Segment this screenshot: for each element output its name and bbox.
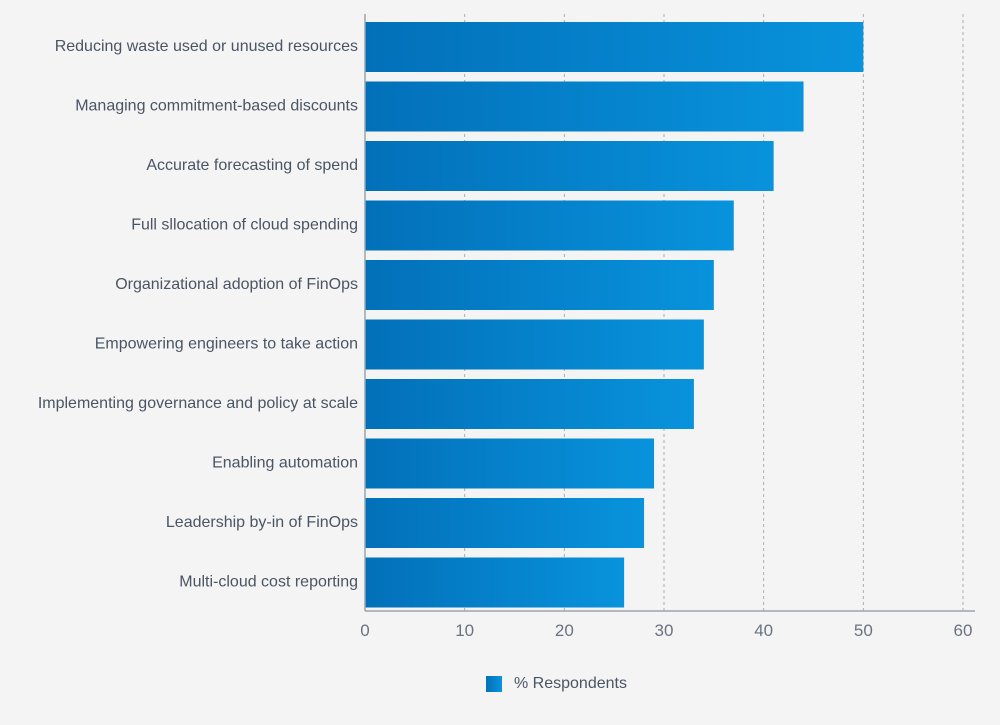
- x-tick-label: 0: [360, 621, 369, 640]
- category-label: Empowering engineers to take action: [95, 336, 358, 353]
- x-tick-label: 10: [455, 621, 474, 640]
- x-tick-label: 40: [754, 621, 773, 640]
- x-axis: 0 10 20 30 40 50 60: [360, 14, 975, 640]
- x-tick-label: 50: [854, 621, 873, 640]
- x-tick-label: 20: [555, 621, 574, 640]
- category-label: Reducing waste used or unused resources: [55, 38, 358, 55]
- bar[interactable]: [365, 319, 704, 370]
- legend-label: % Respondents: [514, 675, 627, 692]
- bar[interactable]: [365, 141, 774, 191]
- bar[interactable]: [365, 438, 655, 489]
- category-label: Accurate forecasting of spend: [146, 157, 358, 174]
- category-label: Organizational adoption of FinOps: [115, 276, 358, 293]
- bars: [365, 22, 864, 608]
- legend-swatch: [486, 676, 502, 692]
- bar[interactable]: [365, 498, 645, 548]
- x-tick-label: 30: [655, 621, 674, 640]
- bar[interactable]: [365, 22, 864, 72]
- category-label: Enabling automation: [212, 455, 358, 472]
- category-label: Implementing governance and policy at sc…: [38, 395, 358, 412]
- category-label: Managing commitment-based discounts: [75, 98, 358, 115]
- category-label: Full sllocation of cloud spending: [131, 217, 358, 234]
- bar[interactable]: [365, 379, 694, 429]
- bar[interactable]: [365, 81, 804, 132]
- bar[interactable]: [365, 260, 714, 310]
- legend[interactable]: % Respondents: [486, 674, 627, 694]
- category-label: Multi-cloud cost reporting: [179, 574, 358, 591]
- bar[interactable]: [365, 200, 734, 251]
- category-label: Leadership by-in of FinOps: [166, 514, 358, 531]
- category-labels: Reducing waste used or unused resources M…: [38, 38, 358, 591]
- x-tick-label: 60: [954, 621, 973, 640]
- bar[interactable]: [365, 557, 625, 608]
